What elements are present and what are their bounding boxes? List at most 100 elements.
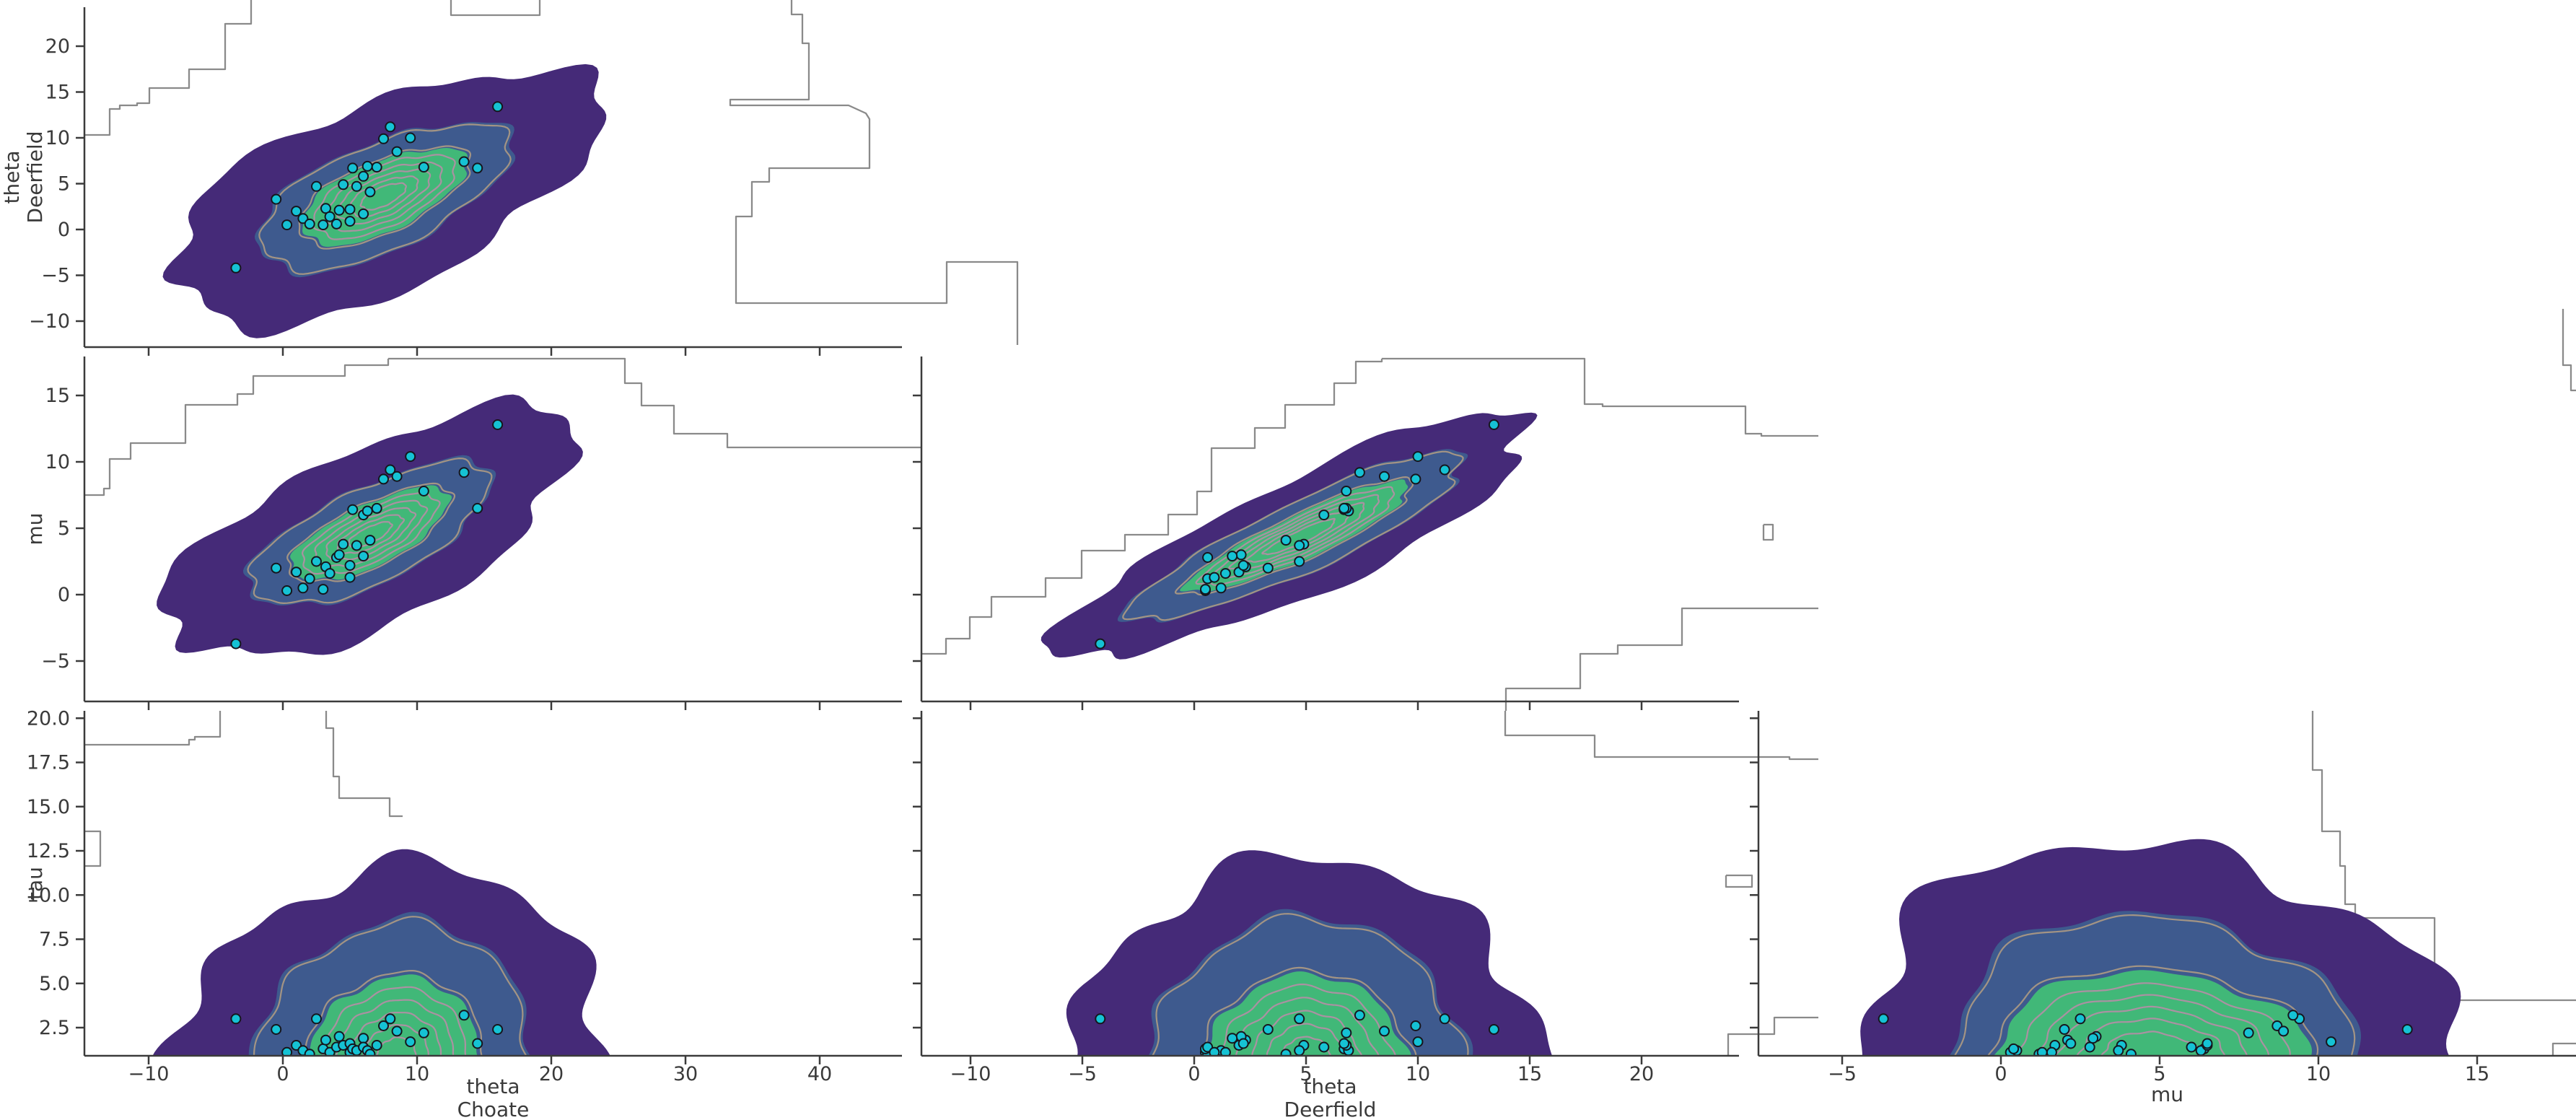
scatter-point	[1488, 1024, 1499, 1035]
y-tick-label: 10.0	[27, 884, 70, 906]
contour-line-tan-2	[1199, 966, 1417, 1056]
scatter-points-r2c1	[230, 419, 504, 649]
x-tick-label: −5	[1068, 1063, 1097, 1085]
scatter-point	[2059, 1024, 2070, 1035]
scatter-points-r3c3	[1878, 1010, 2413, 1056]
x-tick-label: 15	[1517, 1063, 1542, 1085]
scatter-point	[347, 162, 359, 174]
scatter-point	[378, 1020, 389, 1031]
scatter-point	[405, 1036, 416, 1048]
scatter-point	[492, 1024, 504, 1035]
scatter-point	[338, 179, 349, 191]
contour-line-tan-2	[286, 482, 456, 583]
marginal-curve-r2c2-top-ecdf	[921, 359, 1383, 655]
scatter-point	[418, 486, 429, 496]
y-tick-label: 0	[58, 584, 70, 606]
scatter-point	[2125, 1049, 2137, 1056]
y-tick-label: 5.0	[39, 973, 70, 995]
contour-line-rose-2	[1235, 997, 1380, 1056]
scatter-point	[344, 560, 356, 571]
marginal-curve-right-edge-frag	[2562, 309, 2576, 392]
scatter-point	[362, 160, 373, 172]
scatter-point	[230, 262, 242, 274]
scatter-point	[492, 419, 504, 430]
scatter-point	[311, 556, 322, 567]
scatter-point	[311, 180, 322, 192]
tick-labels-r3c3: −5 0 5 10 15	[1828, 1063, 2489, 1085]
scatter-point	[2287, 1010, 2299, 1021]
scatter-point	[385, 464, 396, 476]
scatter-point	[1280, 535, 1292, 546]
scatter-point	[1200, 584, 1211, 595]
scatter-point	[230, 1013, 242, 1025]
scatter-point	[385, 121, 396, 133]
marginal-curve-r2c1-top-ecdf	[84, 359, 390, 496]
y-axis-label-line1: mu	[23, 512, 47, 545]
marginal-curve-r2-bottom-right	[1504, 607, 1818, 711]
scatter-point	[1294, 540, 1305, 551]
contour-line-tan-2	[298, 145, 472, 250]
contour-line-tan-2	[1174, 476, 1414, 596]
marginal-curve-r2c1-top-tail	[388, 357, 921, 449]
scatter-point	[1439, 1013, 1450, 1025]
scatter-point	[1227, 551, 1238, 562]
marginal-curve-r3c2-top-tail	[1504, 711, 1818, 761]
x-tick-label: 0	[1188, 1063, 1200, 1085]
scatter-point	[1262, 562, 1274, 574]
y-tick-label: 12.5	[27, 840, 70, 862]
scatter-point	[1410, 1020, 1421, 1031]
y-tick-label: 7.5	[39, 929, 70, 951]
scatter-point	[281, 219, 293, 231]
x-axis-label-line1: theta	[1303, 1075, 1357, 1098]
scatter-point	[1294, 1013, 1305, 1025]
scatter-point	[351, 180, 362, 192]
contour-line-rose-3	[1251, 1010, 1363, 1056]
scatter-points-r2c2	[1095, 419, 1499, 649]
scatter-point	[1237, 560, 1249, 571]
scatter-point	[2186, 1041, 2197, 1053]
scatter-point	[320, 1034, 331, 1046]
contour-line-rose-5	[348, 521, 393, 548]
y-tick-label: 20	[45, 35, 70, 58]
scatter-point	[1294, 1045, 1305, 1056]
contour-line-rose-2	[2033, 994, 2270, 1056]
scatter-point	[1339, 502, 1350, 514]
y-tick-label: 20.0	[27, 707, 70, 730]
marginal-curve-r1-top-chain2	[450, 0, 541, 17]
scatter-point	[371, 162, 382, 173]
scatter-point	[1488, 419, 1499, 430]
scatter-point	[291, 566, 302, 578]
x-axis-label-line2: Deerfield	[1284, 1098, 1377, 1120]
scatter-point	[230, 638, 242, 649]
contour-line-rose-1	[1219, 983, 1397, 1056]
scatter-point	[2075, 1013, 2086, 1025]
contour-fill-level-3	[290, 485, 452, 580]
contour-fill-level-3	[302, 148, 468, 248]
contour-line-rose-4	[362, 1024, 429, 1056]
scatter-point	[1354, 467, 1365, 478]
y-tick-label: 5	[58, 173, 70, 196]
scatter-point	[358, 551, 369, 562]
y-axis-label-line1: tau	[23, 867, 47, 900]
scatter-point	[378, 133, 389, 144]
x-tick-label: 10	[405, 1063, 429, 1085]
scatter-point	[1412, 451, 1424, 463]
kde-panel-r1c1	[162, 64, 607, 338]
x-axis-label-line1: theta	[466, 1075, 520, 1098]
scatter-point	[1410, 473, 1421, 485]
contour-line-rose-1	[321, 986, 467, 1056]
scatter-point	[271, 562, 282, 574]
contour-fill-level-3	[1205, 971, 1411, 1056]
scatter-point	[1294, 556, 1305, 567]
scatter-point	[1215, 582, 1227, 594]
x-tick-label: 15	[2465, 1063, 2489, 1085]
marginal-curve-r2c2-right-blip	[1762, 523, 1774, 541]
scatter-point	[1095, 638, 1106, 649]
scatter-point	[1339, 1038, 1350, 1049]
scatter-point	[371, 502, 382, 514]
scatter-point	[333, 204, 345, 216]
contour-line-tan-1	[1122, 450, 1464, 621]
scatter-point	[472, 1038, 483, 1049]
contour-line-rose-5	[1261, 517, 1336, 556]
